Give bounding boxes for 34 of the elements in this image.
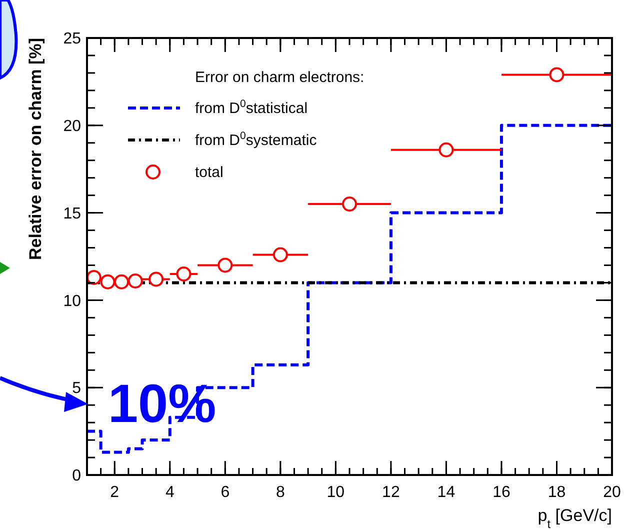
x-tick-label: 12 — [382, 484, 400, 501]
point — [114, 274, 130, 290]
point — [272, 247, 288, 262]
y-tick-label: 5 — [72, 380, 82, 398]
point — [86, 270, 102, 285]
annotation: 10% — [108, 374, 216, 434]
x-tick-label: 8 — [276, 484, 285, 501]
point — [438, 142, 454, 158]
y-tick-label: 10 — [63, 292, 82, 310]
point — [549, 67, 564, 82]
x-tick-label: 14 — [437, 484, 456, 501]
legend-label: from D$^{0}$statistical — [195, 98, 308, 117]
y-tick-label: 0 — [72, 468, 82, 485]
point — [342, 196, 357, 212]
point — [100, 274, 116, 290]
point — [128, 273, 143, 288]
legend-title: Error on charm electrons: — [195, 69, 364, 86]
x-tick-label: 10 — [326, 484, 345, 501]
point — [148, 272, 164, 287]
legend-label: from D$^{0}$systematic — [195, 130, 318, 149]
point — [218, 258, 233, 273]
point — [176, 266, 192, 282]
y-tick-label: 15 — [63, 205, 82, 222]
x-tick-label: 4 — [165, 484, 174, 501]
x-tick-label: 16 — [492, 484, 510, 501]
y-axis-title: Relative error on charm [%] — [26, 38, 45, 260]
x-axis-title: p$_{t}$ [GeV/c] — [538, 506, 612, 529]
y-tick-label: 25 — [63, 30, 82, 48]
x-tick-label: 2 — [110, 484, 120, 501]
x-tick-label: 6 — [220, 484, 230, 501]
y-tick-label: 20 — [63, 118, 82, 135]
x-tick-label: 20 — [603, 484, 621, 501]
x-tick-label: 18 — [548, 484, 566, 501]
legend-label: total — [195, 164, 224, 181]
